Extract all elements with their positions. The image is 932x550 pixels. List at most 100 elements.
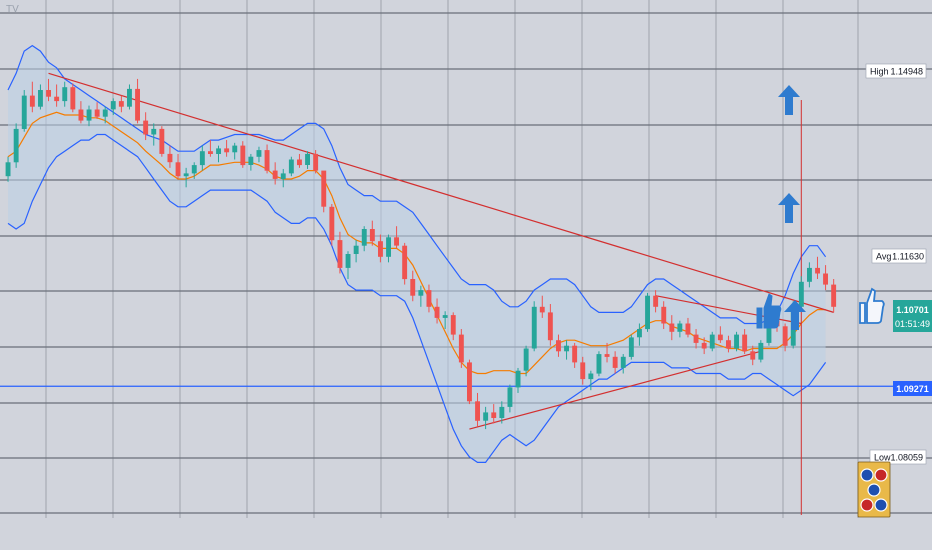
candle-body (86, 109, 92, 121)
candle-body (798, 281, 804, 307)
candle-body (612, 356, 618, 368)
low-label: Low 1.08059 (869, 449, 927, 465)
candle-body (734, 334, 739, 349)
candle-body (313, 153, 319, 171)
bollinger-lower-line (7, 133, 827, 463)
candle-body (434, 306, 440, 318)
candle-body (38, 90, 43, 107)
candle-body (102, 109, 108, 117)
candle-body (467, 362, 472, 402)
candle-body (118, 101, 124, 107)
candle-body (709, 334, 715, 349)
candle-body (531, 306, 537, 349)
candle-body (475, 401, 480, 421)
candle-body (410, 279, 416, 296)
candle-body (5, 162, 11, 177)
candle-body (547, 312, 553, 341)
candle-body (572, 345, 578, 363)
candle-body (13, 128, 19, 163)
candle-body (539, 306, 545, 313)
candle-body (556, 340, 561, 352)
candle-body (831, 284, 837, 307)
watermark: TV (6, 4, 19, 15)
arrow-up-shape (778, 85, 800, 115)
last-price-label: 1.10701 01:51:49 (893, 300, 932, 332)
candle-body (758, 342, 764, 360)
candle-body (394, 237, 399, 246)
candle-body (29, 95, 35, 107)
candle-body (280, 173, 286, 179)
candle-body (135, 88, 140, 121)
candle-body (70, 87, 76, 110)
candle-body (386, 237, 391, 257)
candle-body (78, 109, 84, 121)
candle-body (450, 315, 456, 335)
candle-body (232, 145, 238, 153)
candle-body (240, 145, 246, 166)
candle-body (458, 334, 464, 363)
price-scale: High 1.14948 Avg 1.11630 1.10701 01:51:4… (865, 63, 932, 465)
candle-body (272, 170, 278, 179)
trendline (469, 350, 761, 430)
candle-body (151, 128, 157, 135)
hline-price-value: 1.09271 (896, 384, 929, 394)
arrow-up-shape (778, 193, 800, 223)
candle-body (369, 229, 375, 242)
candle-body (426, 290, 432, 307)
candle-body (726, 340, 731, 349)
candle-body (418, 290, 424, 296)
candle-body (183, 173, 189, 177)
candle-body (378, 241, 383, 257)
candle-body (637, 329, 642, 338)
candle-body (717, 334, 723, 341)
thumbs-up-shape (859, 287, 885, 324)
candle-body (353, 245, 359, 254)
candle-body (361, 229, 367, 246)
candle-body (208, 151, 213, 154)
candle-body (645, 295, 650, 330)
candle-body (62, 87, 68, 102)
candle-body (46, 90, 51, 97)
flag-icon (860, 468, 888, 512)
arrow-up-icon (784, 300, 806, 330)
candle-body (337, 240, 343, 268)
thumbs-up-icon (756, 293, 782, 329)
candle-body (815, 267, 820, 274)
candle-body (224, 148, 230, 153)
thumbs-up-icon (859, 287, 885, 324)
hline-price-label: 1.09271 (893, 381, 932, 396)
low-label-value: 1.08059 (890, 453, 923, 463)
candle-body (110, 101, 116, 110)
candle-body (693, 334, 699, 343)
candle-body (685, 323, 691, 335)
candle-body (159, 128, 165, 154)
arrow-up-icon (778, 193, 800, 223)
candle-body (483, 412, 489, 421)
candle-body (823, 273, 828, 285)
candle-body (653, 295, 659, 307)
candle-body (402, 245, 408, 280)
candle-body (701, 342, 707, 349)
high-label-title: High (870, 67, 889, 77)
candle-body (167, 153, 173, 163)
candles (5, 78, 837, 430)
candle-body (199, 151, 205, 166)
candle-body (596, 354, 602, 374)
high-label-value: 1.14948 (890, 67, 923, 77)
candle-body (523, 348, 529, 371)
candle-body (442, 315, 448, 318)
avg-label: Avg 1.11630 (871, 248, 927, 264)
candle-body (580, 362, 586, 380)
candle-body (782, 326, 788, 346)
candle-body (288, 159, 294, 174)
candle-body (216, 148, 221, 154)
candle-body (766, 320, 772, 343)
currency-badges[interactable] (857, 461, 891, 518)
candle-body (604, 354, 610, 357)
bar-countdown: 01:51:49 (895, 319, 930, 329)
candle-body (191, 165, 197, 174)
candle-body (499, 406, 505, 418)
candle-body (248, 156, 254, 165)
